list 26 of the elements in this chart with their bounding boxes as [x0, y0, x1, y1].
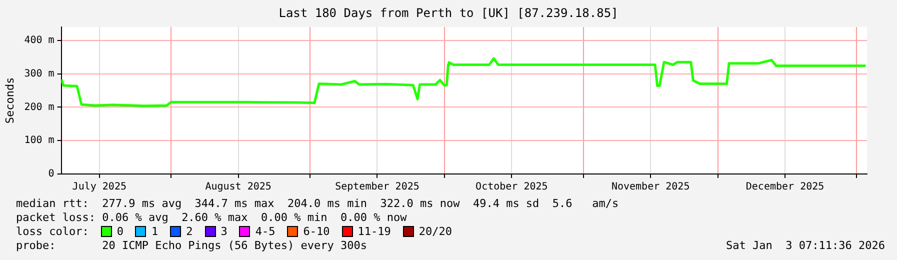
x-tick-label: November 2025 — [611, 182, 690, 193]
legend-label: 2 — [186, 225, 193, 238]
text: median rtt: 277.9 ms avg 344.7 ms max 204.0 ms min 322.0 ms now 49.4 ms sd 5.6 am/s — [16, 197, 619, 210]
text: probe: 20 ICMP Echo Pings (56 Bytes) every 300s — [16, 239, 367, 252]
legend-label: 3 — [220, 225, 228, 238]
x-tick-label: July 2025 — [72, 182, 126, 193]
x-tick-label: August 2025 — [205, 182, 272, 193]
text: Sat Jan 3 07:11:36 2026 — [726, 239, 885, 252]
y-axis-title: Seconds — [3, 77, 16, 124]
legend-title: loss color: — [16, 225, 89, 238]
legend-label: 20/20 — [418, 225, 452, 238]
x-tick-label: October 2025 — [476, 182, 548, 193]
y-tick-label: 400 m — [24, 34, 54, 46]
x-tick-label: September 2025 — [335, 182, 420, 193]
y-tick-label: 100 m — [24, 135, 54, 146]
legend-label: 6-10 — [303, 225, 330, 238]
legend-label: 0 — [116, 225, 124, 238]
y-tick-label: 0 — [48, 168, 54, 180]
x-tick-label: December 2025 — [746, 182, 824, 193]
legend-label: 11-19 — [358, 225, 391, 238]
chart-title: Last 180 Days from Perth to [UK] [87.239.18.85] — [278, 6, 620, 20]
y-tick-label: 200 m — [24, 102, 54, 113]
legend-label: 1 — [151, 225, 158, 238]
legend-label: 4-5 — [255, 225, 276, 238]
y-tick-label: 300 m — [24, 68, 54, 80]
text: packet loss: 0.06 % avg 2.60 % max 0.00 % min 0.00 % now — [16, 211, 407, 224]
